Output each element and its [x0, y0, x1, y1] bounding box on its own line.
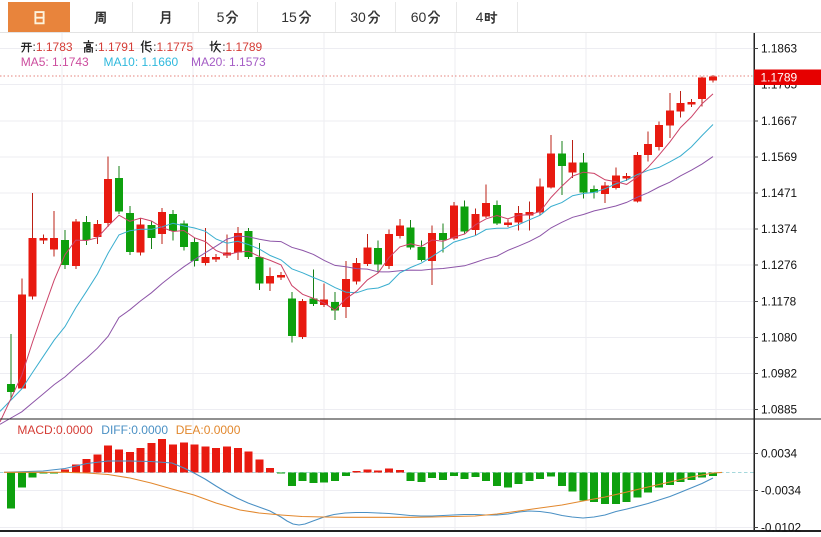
- svg-text:1.0982: 1.0982: [761, 367, 797, 381]
- svg-text:1.1276: 1.1276: [761, 258, 798, 272]
- svg-text:1.1471: 1.1471: [761, 186, 797, 200]
- svg-text:1.1863: 1.1863: [761, 42, 798, 56]
- svg-text:1.1178: 1.1178: [761, 294, 797, 308]
- svg-text:0.0034: 0.0034: [761, 447, 798, 461]
- svg-text:1.1080: 1.1080: [761, 330, 798, 344]
- svg-text:-0.0102: -0.0102: [761, 521, 801, 535]
- svg-text:1.0885: 1.0885: [761, 403, 798, 417]
- svg-text:1.1667: 1.1667: [761, 114, 797, 128]
- svg-text:1.1569: 1.1569: [761, 150, 797, 164]
- svg-text:-0.0034: -0.0034: [761, 484, 801, 498]
- svg-text:1.1789: 1.1789: [761, 71, 798, 85]
- svg-text:1.1374: 1.1374: [761, 222, 798, 236]
